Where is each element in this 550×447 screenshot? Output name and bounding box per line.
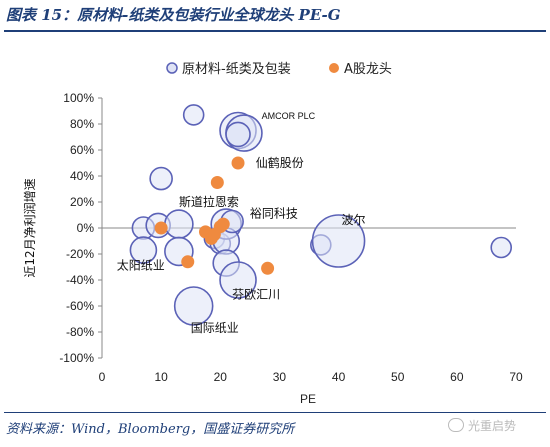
x-tick-label: 0 <box>99 370 106 384</box>
legend-bubble-marker <box>166 62 178 74</box>
legend-label-bubbles: 原材料-纸类及包装 <box>182 62 291 77</box>
bubble-point <box>182 104 205 126</box>
dot-series <box>154 156 275 275</box>
chart-title: 图表 15：原材料-纸类及包装行业全球龙头 PE-G <box>6 6 341 24</box>
bubble-point <box>311 214 366 268</box>
x-axis-label: PE <box>300 392 316 406</box>
bubble-point <box>225 121 251 148</box>
a-share-point <box>154 221 168 235</box>
legend-dot-marker <box>329 63 339 73</box>
bubble-point <box>490 236 513 259</box>
bubble-point <box>164 209 194 239</box>
x-tick-label: 70 <box>509 370 523 384</box>
source-note: 资料来源：Wind，Bloomberg，国盛证券研究所 <box>6 422 295 437</box>
annotation-label: AMCOR PLC <box>262 111 316 121</box>
y-tick-label: 80% <box>70 117 94 131</box>
a-share-point <box>216 217 230 231</box>
legend: 原材料-纸类及包装 A股龙头 <box>166 62 392 77</box>
bubble-point <box>173 286 214 326</box>
bubble-series <box>129 104 513 326</box>
annotation-label: 仙鹤股份 <box>256 155 304 170</box>
y-tick-label: -80% <box>66 325 94 339</box>
y-tick-label: 0% <box>77 221 95 235</box>
bubble-point <box>149 166 173 191</box>
watermark-text: 光重启势 <box>468 419 517 433</box>
x-tick-label: 10 <box>154 370 168 384</box>
a-share-point <box>210 176 224 189</box>
axes: 0 10 20 30 40 50 60 70 -100% -80% -60% -40% -20% 0% 20… <box>59 91 523 384</box>
y-axis-label: 近12月净利润增速 <box>23 178 37 277</box>
x-tick-label: 60 <box>450 370 464 384</box>
pe-g-scatter-chart: 原材料-纸类及包装 A股龙头 0 10 20 30 40 50 60 70 -100% -80% -… <box>23 62 523 406</box>
y-tick-label: 60% <box>70 143 94 157</box>
title-divider <box>4 30 546 32</box>
bubble-point <box>219 261 257 299</box>
annotation-label: 国际纸业 <box>191 321 239 335</box>
bubble-point <box>129 236 158 264</box>
x-tick-label: 40 <box>332 370 346 384</box>
annotation-label: 太阳纸业 <box>117 258 165 273</box>
annotation-label: 波尔 <box>342 212 366 227</box>
wechat-icon <box>448 418 464 432</box>
y-tick-label: -40% <box>66 273 94 287</box>
legend-label-dots: A股龙头 <box>344 62 392 77</box>
y-tick-label: 100% <box>63 91 94 105</box>
y-tick-label: -60% <box>66 299 94 313</box>
a-share-point <box>231 156 245 170</box>
annotation-label: 斯道拉恩索 <box>179 194 239 209</box>
x-tick-label: 50 <box>391 370 405 384</box>
y-tick-label: 20% <box>70 195 94 209</box>
y-tick-label: 40% <box>70 169 94 183</box>
annotation-label: 芬欧汇川 <box>232 287 280 301</box>
y-tick-label: -20% <box>66 247 94 261</box>
y-tick-label: -100% <box>59 351 94 365</box>
x-tick-label: 20 <box>214 370 228 384</box>
x-tick-label: 30 <box>273 370 287 384</box>
a-share-point <box>261 261 275 275</box>
a-share-point <box>181 255 195 269</box>
annotation-label: 裕同科技 <box>250 206 298 221</box>
footer-divider <box>4 412 546 413</box>
